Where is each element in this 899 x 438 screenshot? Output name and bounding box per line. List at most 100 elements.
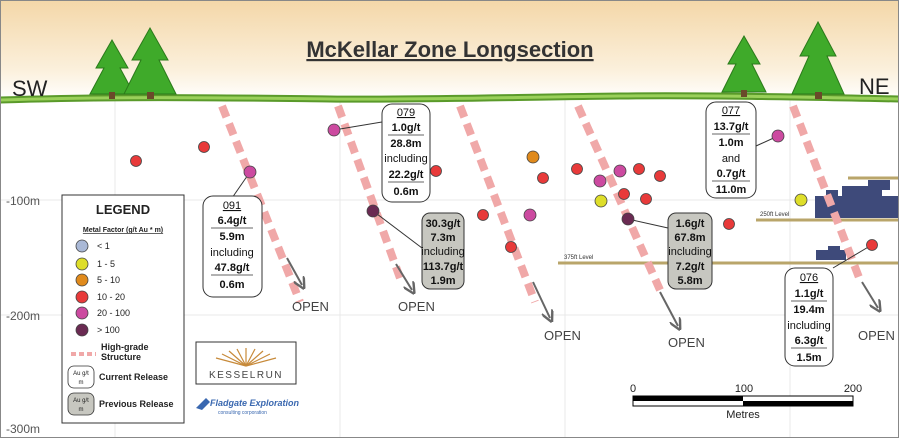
depth-label-200: -200m (6, 309, 40, 323)
legend-item-label: < 1 (97, 241, 110, 251)
intercept-dot (594, 194, 608, 208)
page-title: McKellar Zone Longsection (306, 37, 593, 62)
callout-hole-id: 076 (800, 272, 818, 284)
callout-width: 5.9m (219, 231, 244, 243)
callout-including: including (384, 153, 427, 165)
logo-text: KESSELRUN (209, 370, 283, 381)
callout-077[interactable]: 077 13.7g/t 1.0m and 0.7g/t 11.0m (705, 101, 757, 199)
callout-width: 7.3m (430, 232, 455, 244)
open-label: OPEN (292, 299, 329, 314)
legend-swatch (75, 273, 89, 287)
legend: LEGEND Metal Factor (g/t Au * m) < 1 1 -… (61, 194, 185, 424)
callout-previous-release[interactable]: 1.6g/t 67.8m including 7.2g/t 5.8m (667, 212, 713, 290)
legend-item-label: 5 - 10 (97, 275, 120, 285)
open-label: OPEN (668, 335, 705, 350)
legend-previous-label: Previous Release (99, 399, 174, 409)
direction-sw: SW (12, 76, 48, 101)
open-label: OPEN (544, 328, 581, 343)
svg-text:m: m (79, 380, 84, 386)
legend-item-label: 20 - 100 (97, 308, 130, 318)
callout-width: 67.8m (674, 232, 705, 244)
open-label: OPEN (398, 299, 435, 314)
legend-structure-label: Structure (101, 352, 141, 362)
callout-hole-id: 079 (397, 107, 415, 119)
scale-bar: 0 100 200 Metres (630, 383, 862, 421)
intercept-dot (618, 188, 630, 200)
partner-text: Fladgate Exploration (210, 398, 300, 408)
tree-icon (791, 20, 845, 99)
callout-previous-release[interactable]: 30.3g/t 7.3m including 113.7g/t 1.9m (421, 212, 465, 290)
direction-ne: NE (859, 74, 890, 99)
callout-hole-id: 091 (223, 200, 241, 212)
callout-grade: 13.7g/t (714, 121, 749, 133)
legend-item-label: > 100 (97, 325, 120, 335)
intercept-dot (430, 165, 442, 177)
callout-including: including (421, 246, 464, 258)
legend-swatch (75, 306, 89, 320)
callout-width: 0.6m (393, 186, 418, 198)
callout-079[interactable]: 079 1.0g/t 28.8m including 22.2g/t 0.6m (381, 103, 431, 203)
callout-hole-id: 077 (722, 105, 740, 117)
svg-text:Au g/t: Au g/t (73, 371, 89, 377)
intercept-dot (613, 164, 627, 178)
callout-grade: 1.1g/t (795, 288, 824, 300)
depth-label-300: -300m (6, 422, 40, 436)
callout-grade: 6.4g/t (218, 215, 247, 227)
tree-icon (123, 26, 177, 99)
callout-grade: 0.7g/t (717, 168, 746, 180)
intercept-dot (723, 218, 735, 230)
legend-title: LEGEND (96, 202, 150, 217)
drill-intercepts (130, 123, 878, 253)
intercept-dot (505, 241, 517, 253)
scale-tick-label: 200 (844, 383, 862, 395)
callout-grade: 22.2g/t (389, 169, 424, 181)
svg-text:Au g/t: Au g/t (73, 398, 89, 404)
callout-grade: 1.0g/t (392, 122, 421, 134)
depth-label-100: -100m (6, 194, 40, 208)
tree-icon (89, 38, 135, 99)
callout-including: including (210, 247, 253, 259)
intercept-dot (794, 193, 808, 207)
callout-width: 11.0m (716, 184, 747, 196)
intercept-dot (198, 141, 210, 153)
callout-grade: 47.8g/t (215, 262, 250, 274)
callout-and: and (722, 153, 740, 165)
legend-current-label: Current Release (99, 372, 168, 382)
legend-item-label: 10 - 20 (97, 292, 125, 302)
intercept-dot (523, 208, 537, 222)
callout-091[interactable]: 091 6.4g/t 5.9m including 47.8g/t 0.6m (202, 195, 263, 298)
legend-subtitle: Metal Factor (g/t Au * m) (83, 227, 163, 234)
intercept-dot (593, 174, 607, 188)
scale-tick-label: 100 (735, 383, 753, 395)
legend-swatch (75, 239, 89, 253)
kesselrun-logo: KESSELRUN (195, 341, 297, 385)
legend-previous-swatch (67, 392, 95, 416)
scale-tick-label: 0 (630, 383, 636, 395)
intercept-dot (243, 165, 257, 179)
partner-subtext: consulting corporation (218, 410, 267, 416)
intercept-dot (633, 163, 645, 175)
intercept-dot (866, 239, 878, 251)
tree-icon (721, 34, 767, 97)
intercept-dot (327, 123, 341, 137)
callout-grade: 30.3g/t (426, 218, 461, 230)
level-label-250: 250ft Level (760, 212, 789, 218)
intercept-dot (571, 163, 583, 175)
callout-grade: 1.6g/t (676, 218, 705, 230)
intercept-dot (366, 204, 380, 218)
open-arrows (286, 257, 878, 326)
intercept-dot (526, 150, 540, 164)
open-label: OPEN (858, 328, 895, 343)
callout-grade: 113.7g/t (423, 261, 464, 273)
fladgate-logo: Fladgate Exploration consulting corporat… (196, 398, 300, 416)
legend-structure-label: High-grade (101, 342, 149, 352)
callout-width: 19.4m (793, 304, 824, 316)
callout-grade: 6.3g/t (795, 335, 824, 347)
callout-width: 0.6m (219, 279, 244, 291)
callout-076[interactable]: 076 1.1g/t 19.4m including 6.3g/t 1.5m (784, 267, 834, 367)
callout-width: 5.8m (677, 275, 702, 287)
scale-unit: Metres (726, 409, 760, 421)
level-label-375: 375ft Level (564, 255, 593, 261)
callout-width: 1.5m (796, 352, 821, 364)
